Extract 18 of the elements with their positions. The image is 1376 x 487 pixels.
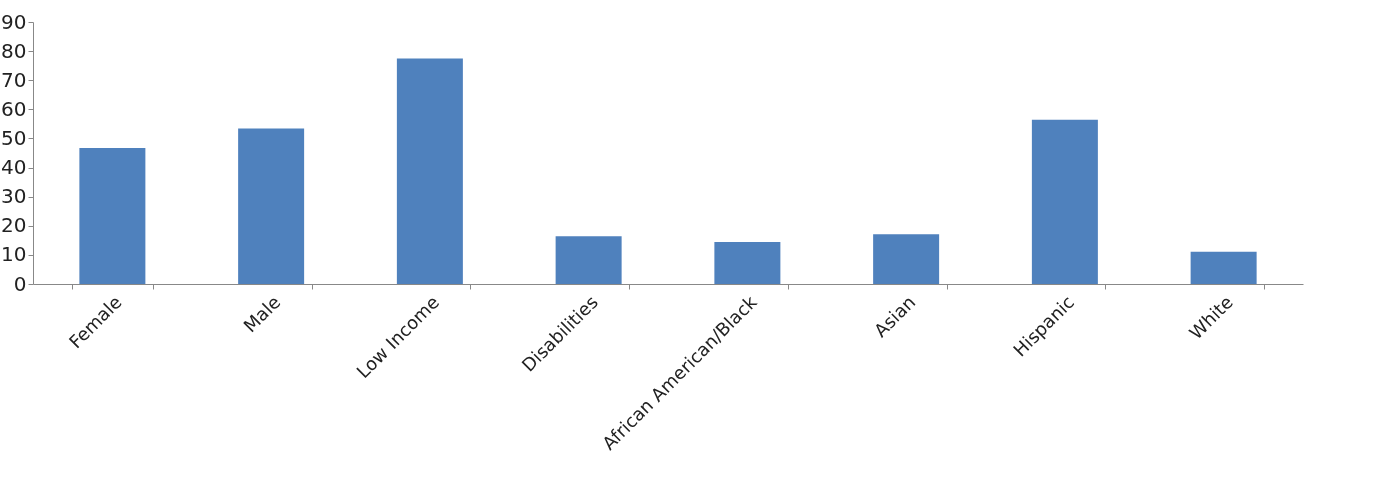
bar (1190, 251, 1257, 284)
y-tick-label: 90 (1, 9, 27, 34)
bar (714, 242, 781, 284)
bar (1031, 119, 1098, 284)
y-tick-label: 50 (1, 125, 27, 150)
y-tick-label: 0 (13, 271, 27, 296)
bar (396, 58, 463, 284)
y-tick-label: 30 (1, 184, 27, 209)
y-tick-label: 10 (1, 242, 27, 267)
y-tick-label: 60 (1, 96, 27, 121)
bar (238, 128, 305, 284)
y-tick-label: 80 (1, 38, 27, 63)
y-tick-label: 20 (1, 213, 27, 238)
y-tick-label: 40 (1, 155, 27, 180)
bar (555, 236, 622, 284)
bar (79, 148, 146, 284)
bar (873, 234, 940, 284)
y-tick-label: 70 (1, 67, 27, 92)
